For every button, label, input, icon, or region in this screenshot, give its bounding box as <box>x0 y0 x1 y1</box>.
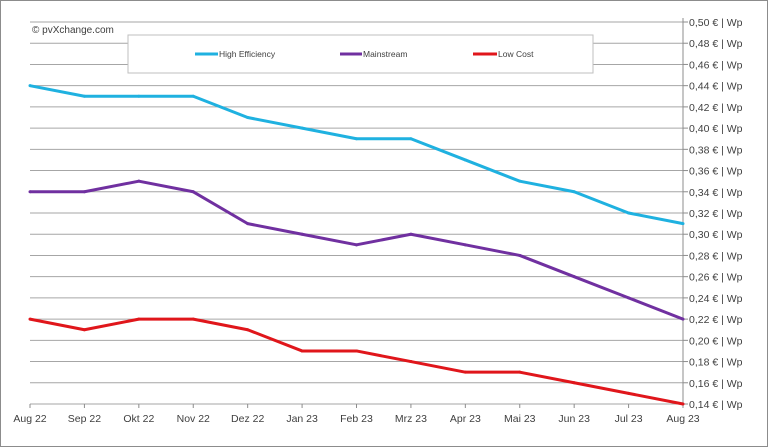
y-tick-label: 0,48 € | Wp <box>689 38 743 50</box>
data-point <box>355 243 358 247</box>
data-point <box>28 317 32 321</box>
series-lines <box>28 84 685 406</box>
data-point <box>82 190 86 194</box>
x-tick-label: Mrz 23 <box>395 413 427 425</box>
y-tick-label: 0,20 € | Wp <box>689 335 743 347</box>
x-tick-label: Jul 23 <box>615 413 643 425</box>
copyright-text: © pvXchange.com <box>32 25 114 36</box>
x-tick-label: Dez 22 <box>231 413 264 425</box>
data-point <box>463 370 467 374</box>
x-tick-label: Sep 22 <box>68 413 101 425</box>
data-point <box>681 317 685 321</box>
data-point <box>246 116 250 119</box>
y-tick-label: 0,30 € | Wp <box>689 229 743 241</box>
data-point <box>572 190 576 194</box>
data-point <box>300 126 304 130</box>
data-point <box>355 137 358 141</box>
y-tick-label: 0,50 € | Wp <box>689 17 743 29</box>
x-tick-label: Okt 22 <box>123 413 154 425</box>
y-tick-label: 0,26 € | Wp <box>689 272 743 284</box>
data-point <box>572 381 576 385</box>
data-point <box>191 317 195 321</box>
data-point <box>518 253 522 257</box>
x-tick-label: Aug 23 <box>666 413 699 425</box>
y-tick-label: 0,22 € | Wp <box>689 314 743 326</box>
data-point <box>681 402 685 406</box>
x-tick-label: Mai 23 <box>504 413 536 425</box>
data-point <box>28 84 32 88</box>
legend-label-high-efficiency: High Efficiency <box>219 49 276 59</box>
x-tick-label: Apr 23 <box>450 413 481 425</box>
data-point <box>28 190 32 194</box>
x-tick-label: Jun 23 <box>558 413 590 425</box>
y-tick-label: 0,16 € | Wp <box>689 378 743 390</box>
x-axis: Aug 22 Sep 22 Okt 22 Nov 22 Dez 22 Jan 23 Feb … <box>13 404 700 425</box>
gridlines <box>30 21 683 405</box>
data-point <box>300 232 304 236</box>
series-line-mainstream <box>30 179 684 321</box>
data-point <box>246 328 250 332</box>
data-point <box>137 317 141 321</box>
data-point <box>463 158 467 162</box>
legend: High Efficiency Mainstream Low Cost <box>127 34 594 74</box>
data-point <box>191 94 195 98</box>
data-point <box>627 211 631 215</box>
data-point <box>409 232 413 236</box>
legend-label-mainstream: Mainstream <box>363 49 407 59</box>
y-tick-label: 0,14 € | Wp <box>689 399 743 411</box>
data-point <box>82 94 86 98</box>
data-point <box>191 190 195 194</box>
data-point <box>627 391 631 395</box>
data-point <box>300 349 304 353</box>
y-tick-label: 0,24 € | Wp <box>689 293 743 305</box>
data-point <box>681 222 685 226</box>
data-point <box>572 275 576 279</box>
y-tick-label: 0,32 € | Wp <box>689 208 743 220</box>
data-point <box>409 360 413 364</box>
legend-label-low-cost: Low Cost <box>498 49 534 59</box>
data-point <box>137 179 141 183</box>
y-tick-label: 0,38 € | Wp <box>689 144 743 156</box>
y-tick-label: 0,42 € | Wp <box>689 102 743 114</box>
x-tick-label: Feb 23 <box>340 413 373 425</box>
y-tick-label: 0,34 € | Wp <box>689 187 743 199</box>
data-point <box>137 94 141 98</box>
data-point <box>627 296 631 300</box>
data-point <box>463 243 467 247</box>
data-point <box>409 137 413 141</box>
series-line-high-efficiency <box>29 84 684 226</box>
y-tick-label: 0,18 € | Wp <box>689 357 743 369</box>
data-point <box>246 222 250 226</box>
y-tick-label: 0,28 € | Wp <box>689 250 743 262</box>
y-axis: 0,14 € | Wp 0,16 € | Wp 0,18 € | Wp 0,20 € … <box>682 17 743 411</box>
data-point <box>82 328 86 332</box>
y-tick-label: 0,40 € | Wp <box>689 123 743 135</box>
data-point <box>355 349 358 353</box>
x-tick-label: Jan 23 <box>286 413 318 425</box>
y-tick-label: 0,44 € | Wp <box>689 81 743 93</box>
y-tick-label: 0,46 € | Wp <box>689 59 743 71</box>
data-point <box>518 179 522 183</box>
x-tick-label: Aug 22 <box>13 413 46 425</box>
data-point <box>518 370 522 374</box>
y-tick-label: 0,36 € | Wp <box>689 166 743 178</box>
x-tick-label: Nov 22 <box>177 413 210 425</box>
